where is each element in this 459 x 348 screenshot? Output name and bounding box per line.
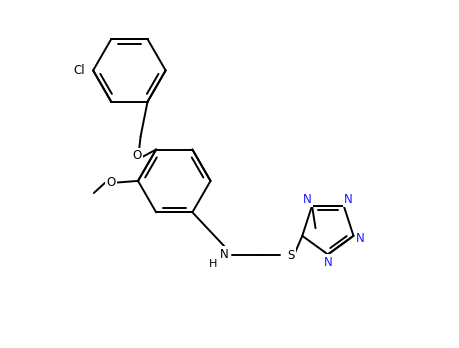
Text: N: N [344, 193, 353, 206]
Text: N: N [356, 232, 365, 245]
Text: H: H [209, 259, 218, 269]
Text: S: S [288, 248, 295, 262]
Text: O: O [106, 176, 116, 189]
Text: N: N [303, 193, 312, 206]
Text: N: N [324, 255, 332, 269]
Text: N: N [220, 247, 229, 261]
Text: Cl: Cl [73, 64, 84, 77]
Text: O: O [133, 149, 142, 162]
